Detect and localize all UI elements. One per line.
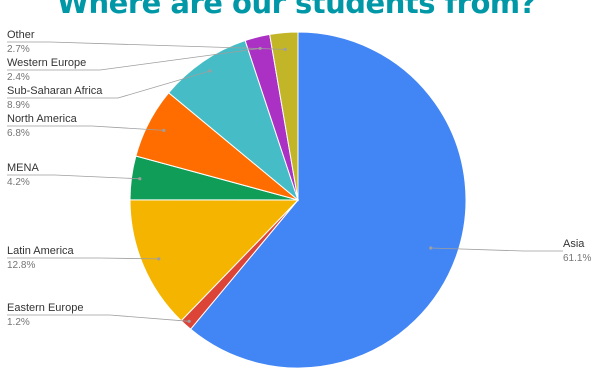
pie-slices <box>129 31 467 368</box>
pie-slice-sub-saharan-africa <box>167 39 300 202</box>
slice-label-sub-saharan-africa: Sub-Saharan Africa <box>7 85 103 97</box>
leader-dot-mena <box>138 177 142 181</box>
slice-label-north-america: North America <box>7 113 78 125</box>
leader-line-mena <box>7 174 140 180</box>
leader-dot-latin-america <box>157 257 161 261</box>
slice-value-other: 2.7% <box>7 44 30 55</box>
leader-line-sub-saharan-africa <box>7 70 210 99</box>
pie-slice-other <box>269 31 299 201</box>
slice-label-eastern-europe: Eastern Europe <box>7 302 83 314</box>
slice-label-latin-america: Latin America <box>7 245 75 257</box>
pie-slice-asia <box>189 31 467 368</box>
slice-value-sub-saharan-africa: 8.9% <box>7 100 30 111</box>
slice-value-north-america: 6.8% <box>7 128 30 139</box>
leader-line-eastern-europe <box>7 314 190 322</box>
pie-labels: Asia 61.1% Eastern Europe 1.2% Latin America… <box>7 29 591 328</box>
leader-line-western-europe <box>7 48 261 71</box>
slice-value-western-europe: 2.4% <box>7 72 30 83</box>
chart-title: Where are our students from? <box>57 0 536 20</box>
leader-line-asia <box>430 247 563 252</box>
leader-dot-asia <box>429 246 433 250</box>
slice-label-mena: MENA <box>7 162 39 174</box>
leader-line-north-america <box>7 125 164 131</box>
leader-dot-other <box>283 47 287 51</box>
leader-line-other <box>7 41 286 50</box>
slice-value-mena: 4.2% <box>7 177 30 188</box>
leader-dot-north-america <box>162 128 166 132</box>
leader-dot-sub-saharan-africa <box>208 69 212 73</box>
slice-value-latin-america: 12.8% <box>7 260 35 271</box>
leader-line-latin-america <box>7 257 159 260</box>
slice-label-asia: Asia <box>563 238 585 250</box>
slice-value-asia: 61.1% <box>563 253 591 264</box>
slice-label-other: Other <box>7 29 35 41</box>
leader-dot-eastern-europe <box>187 319 191 323</box>
pie-slice-latin-america <box>129 199 300 322</box>
slice-value-eastern-europe: 1.2% <box>7 317 30 328</box>
slice-label-western-europe: Western Europe <box>7 57 86 69</box>
